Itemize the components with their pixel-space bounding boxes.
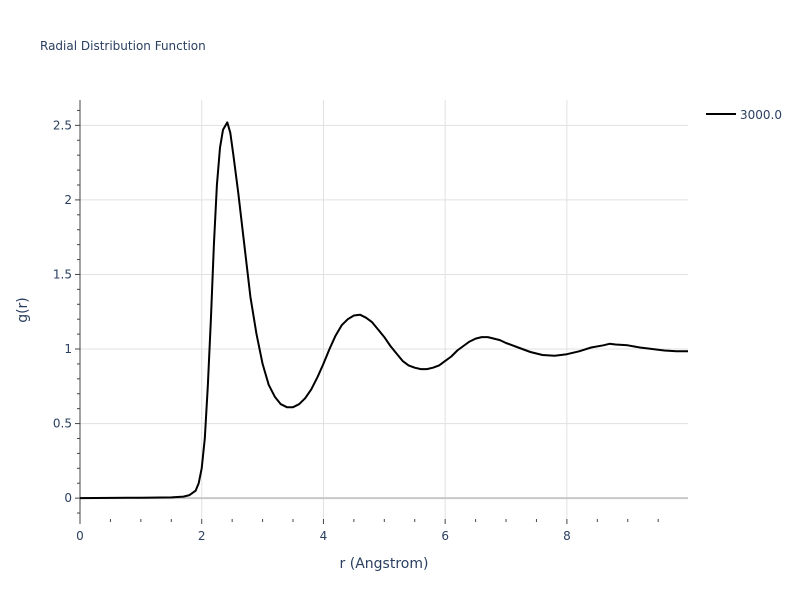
x-tick-label: 6 [441,529,449,543]
x-tick-label: 4 [320,529,328,543]
tick-labels: 0 2 4 6 8 0 0.5 1 1.5 2 2.5 [53,118,571,543]
legend[interactable]: 3000.0 [706,108,782,122]
grid [75,100,688,524]
plot-lines [79,121,688,500]
y-tick-label: 2.5 [53,118,72,132]
series-line [79,121,688,500]
legend-label[interactable]: 3000.0 [740,108,782,122]
y-axis-title: g(r) [15,297,31,323]
x-axis-title: r (Angstrom) [340,556,429,572]
x-tick-label: 2 [198,529,206,543]
chart-title: Radial Distribution Function [40,39,206,53]
y-tick-label: 0.5 [53,417,72,431]
y-tick-label: 2 [64,193,72,207]
y-tick-label: 0 [64,491,72,505]
x-tick-label: 0 [76,529,84,543]
x-tick-label: 8 [563,529,571,543]
y-tick-label: 1 [64,342,72,356]
y-tick-label: 1.5 [53,267,72,281]
